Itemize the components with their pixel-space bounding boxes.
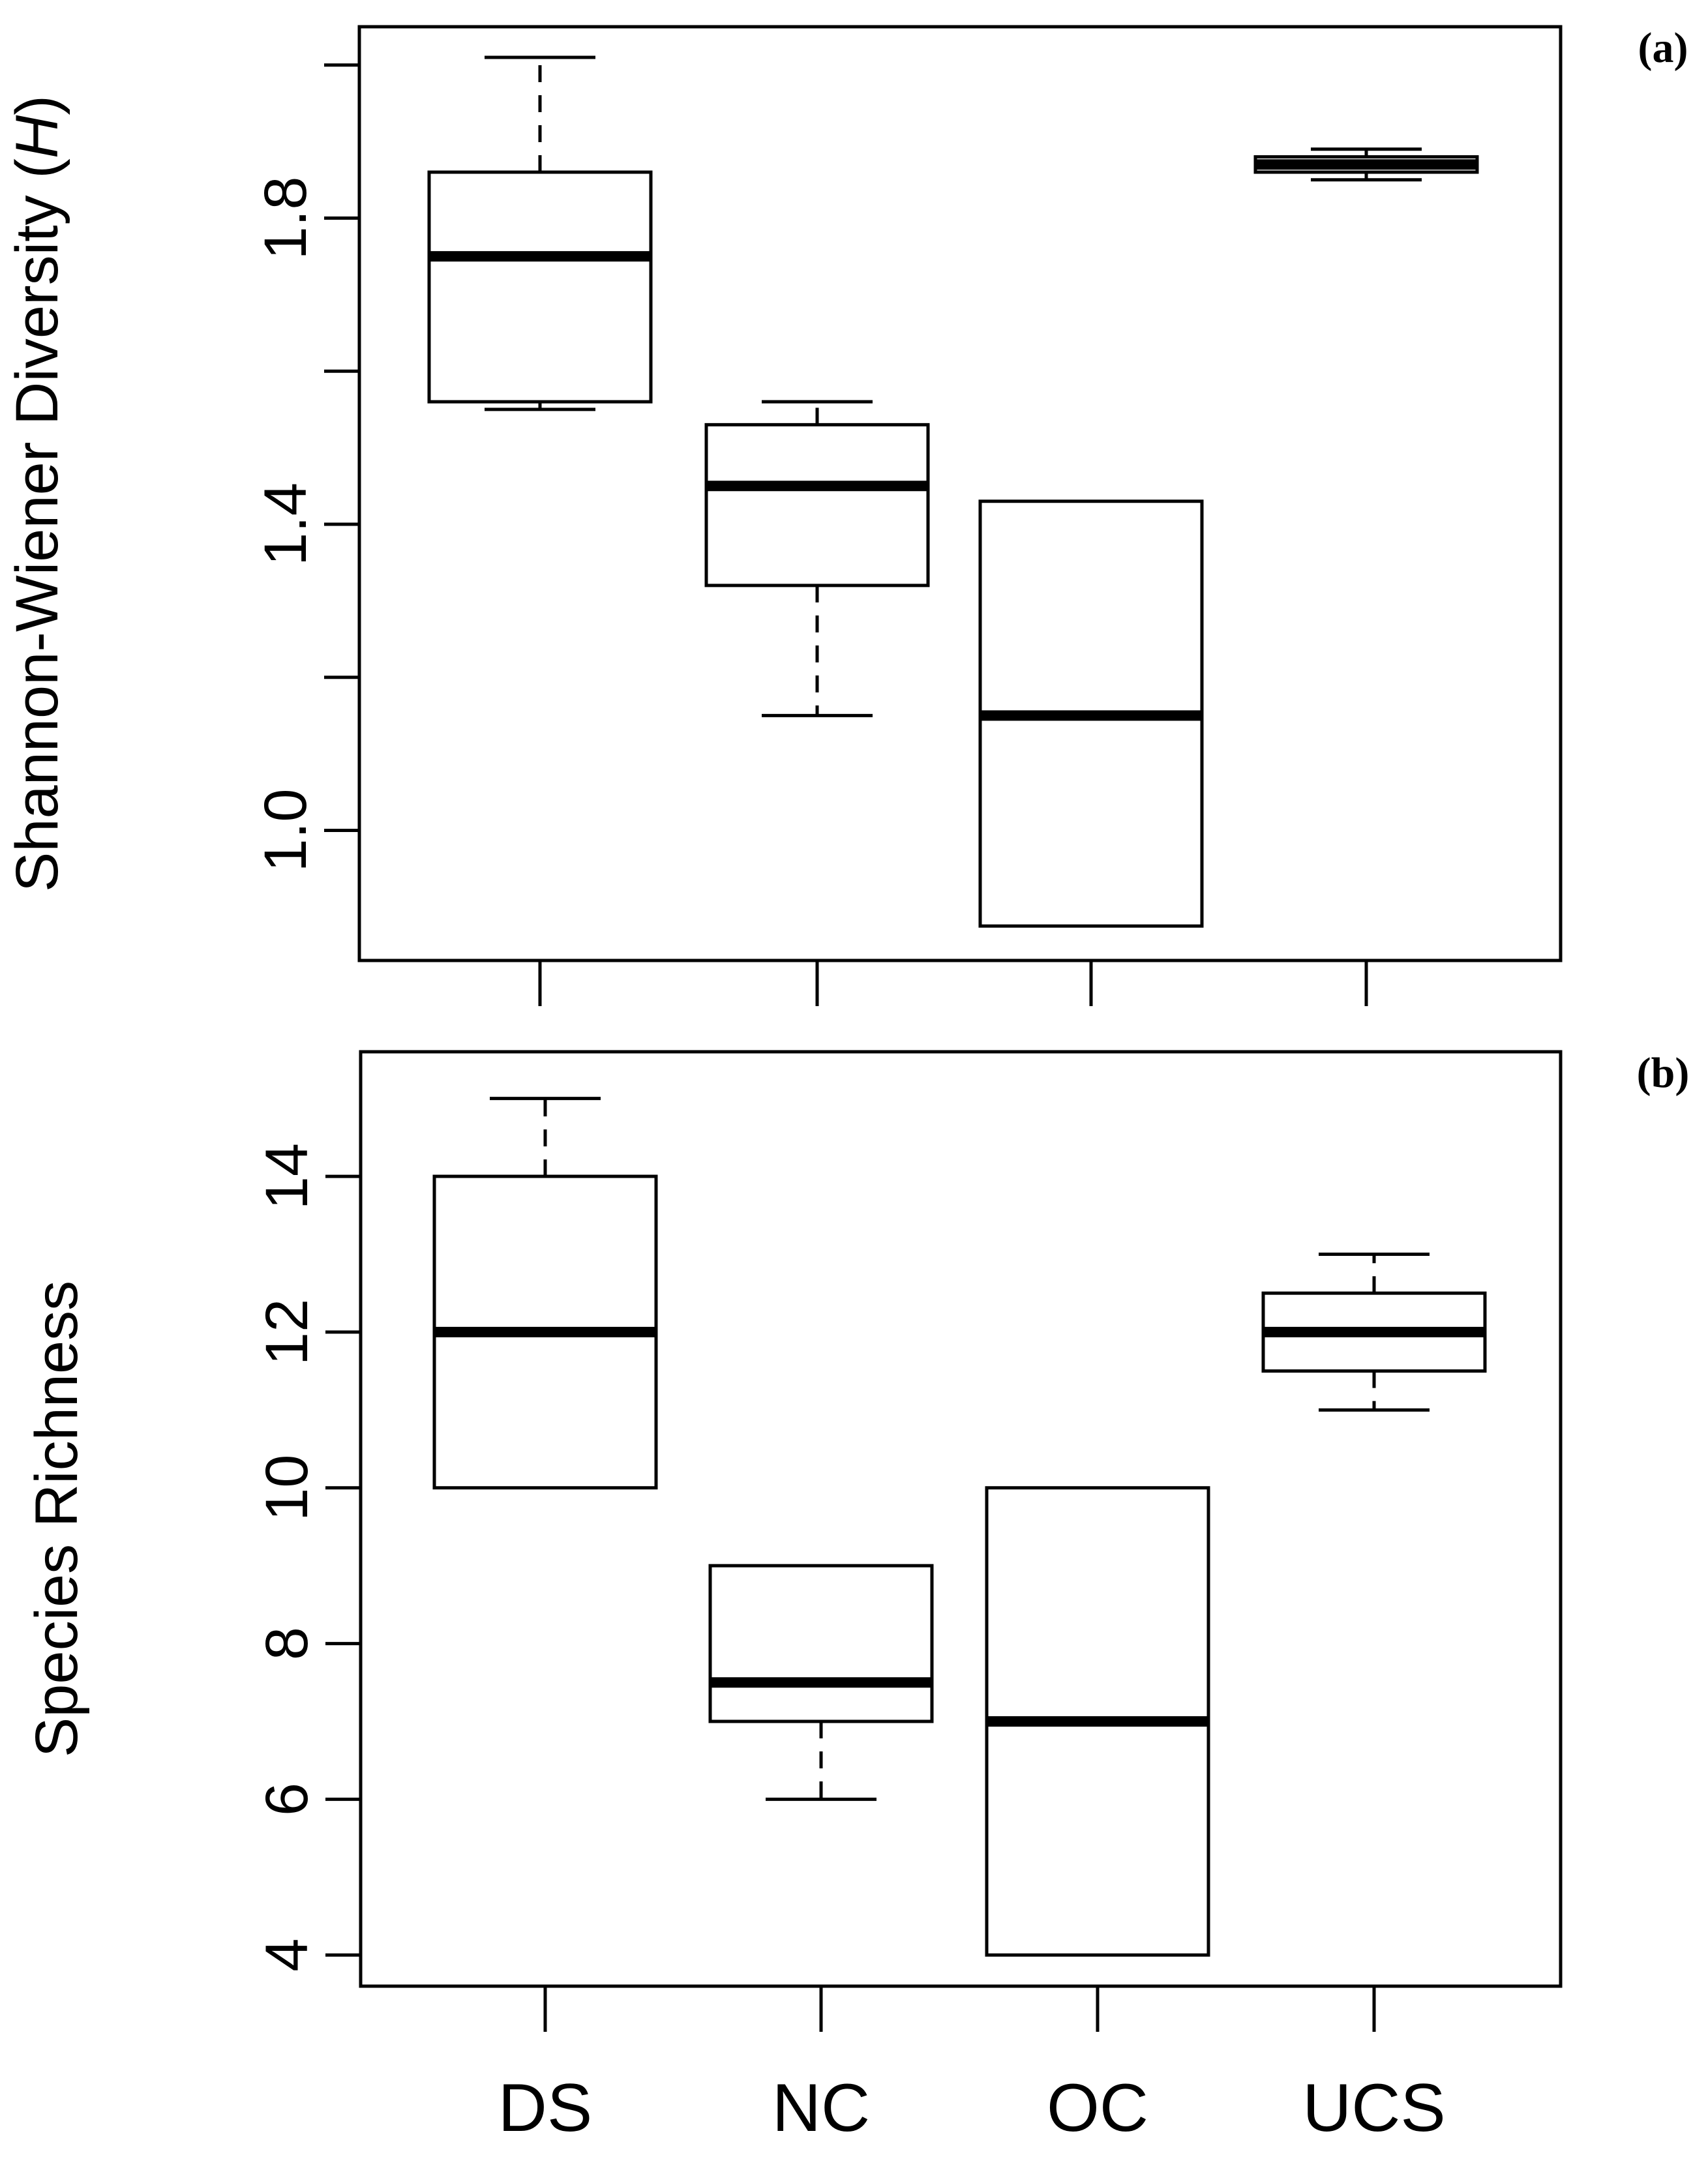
box-ds — [427, 55, 653, 411]
panel-label: (a) — [1638, 24, 1688, 72]
panel-label: (b) — [1637, 1049, 1690, 1097]
box-oc — [985, 1486, 1210, 1957]
box-oc — [978, 499, 1204, 928]
y-axis-label: Species Richness — [23, 1281, 90, 1757]
plot-frame — [357, 25, 1563, 962]
box-ucs — [1261, 1252, 1487, 1412]
y-tick-label: 6 — [254, 1783, 320, 1816]
x-category-label: DS — [498, 2070, 592, 2146]
y-tick-label: 1.0 — [252, 789, 319, 872]
x-category-label: NC — [772, 2070, 870, 2146]
box-nc — [708, 1564, 934, 1801]
box-ds — [432, 1097, 658, 1490]
box-ucs — [1253, 147, 1479, 182]
panel-a: 1.0 1.4 1.8 Shannon-Wiener Diversity (H) (a) — [4, 24, 1688, 1006]
panel-b: 4 6 8 10 12 14 Species Richness (b) DS NC OC UCS — [23, 1049, 1689, 2146]
y-tick-label: 8 — [254, 1627, 320, 1660]
y-tick-label: 12 — [254, 1299, 320, 1365]
plot-frame — [359, 1050, 1563, 1988]
y-axis-label-close: ) — [4, 95, 70, 115]
y-tick-label: 1.8 — [252, 176, 319, 260]
y-tick-label: 14 — [254, 1143, 320, 1210]
iqr-box — [708, 1564, 934, 1723]
y-axis-label-symbol: H — [4, 115, 70, 158]
y-axis-label-text: Species Richness — [23, 1281, 90, 1757]
y-axis-label-text: Shannon-Wiener Diversity ( — [4, 158, 70, 892]
box-nc — [704, 400, 930, 717]
iqr-box — [704, 423, 930, 588]
x-category-label: OC — [1047, 2070, 1148, 2146]
y-tick-label: 10 — [254, 1455, 320, 1521]
x-category-label: UCS — [1302, 2070, 1446, 2146]
iqr-box — [427, 170, 653, 404]
y-tick-label: 1.4 — [252, 483, 319, 566]
y-axis-label: Shannon-Wiener Diversity (H) — [4, 95, 70, 892]
y-tick-label: 4 — [254, 1939, 320, 1972]
